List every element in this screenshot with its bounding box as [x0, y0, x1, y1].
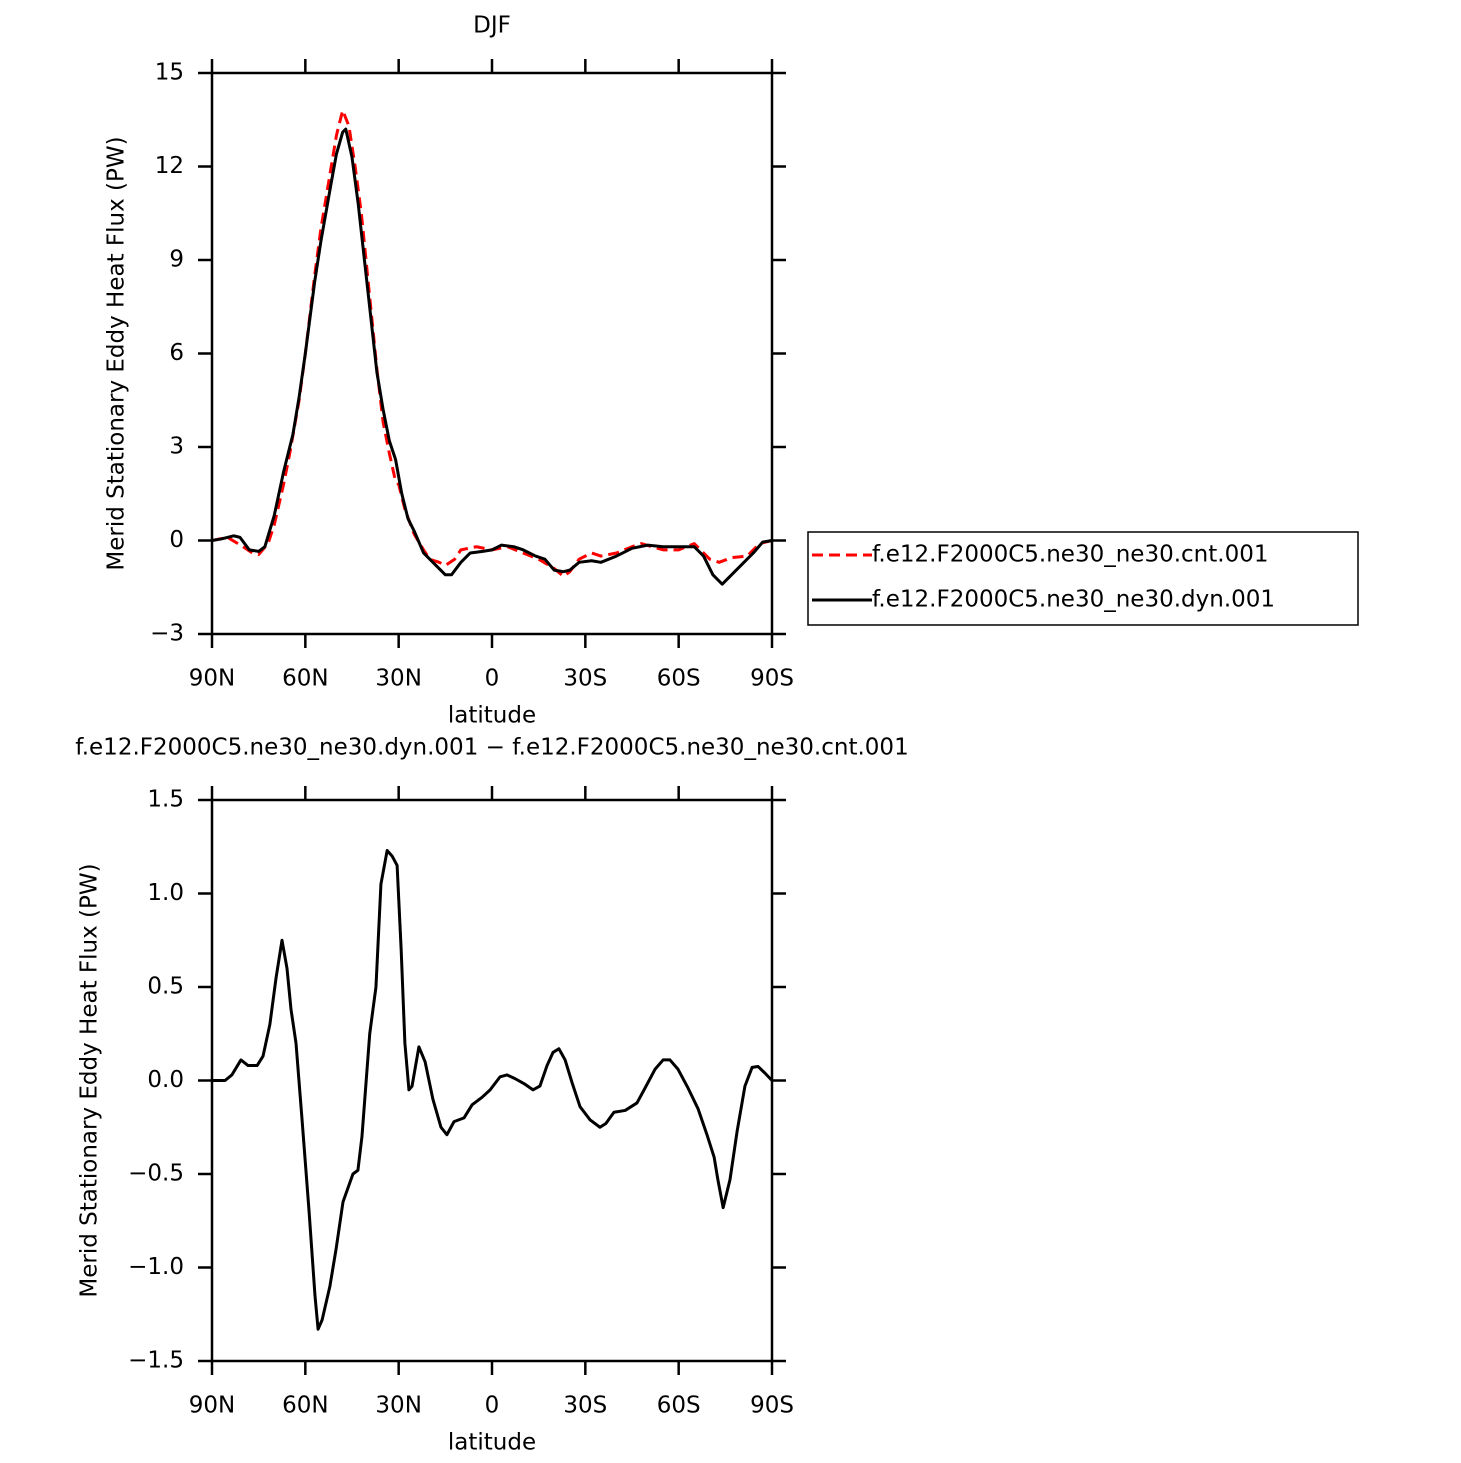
chart-title: DJF — [473, 13, 511, 39]
y-tick-label: 0 — [169, 527, 184, 553]
plot-frame — [210, 71, 774, 636]
x-tick-label: 30N — [375, 1393, 421, 1419]
x-tick-label: 60N — [282, 666, 328, 692]
legend-label: f.e12.F2000C5.ne30_ne30.cnt.001 — [872, 542, 1268, 568]
y-tick-label: 9 — [169, 247, 184, 273]
y-tick-label: −0.5 — [128, 1161, 184, 1187]
chart-title: f.e12.F2000C5.ne30_ne30.dyn.001 − f.e12.… — [75, 735, 908, 761]
data-line — [211, 127, 773, 586]
y-tick-label: 0.5 — [147, 974, 184, 1000]
x-tick-label: 90N — [189, 1393, 235, 1419]
y-tick-label: 3 — [169, 434, 184, 460]
y-axis-label: Merid Stationary Eddy Heat Flux (PW) — [77, 863, 103, 1297]
x-tick-label: 60N — [282, 1393, 328, 1419]
plot-frame — [210, 798, 774, 1363]
x-tick-label: 30S — [563, 1393, 607, 1419]
data-line — [211, 108, 773, 578]
x-tick-label: 30S — [563, 666, 607, 692]
y-tick-label: −1.0 — [128, 1254, 184, 1280]
x-tick-label: 60S — [657, 1393, 701, 1419]
x-tick-label: 90N — [189, 666, 235, 692]
y-tick-label: 0.0 — [147, 1067, 184, 1093]
x-tick-label: 30N — [375, 666, 421, 692]
x-tick-label: 90S — [750, 1393, 794, 1419]
x-tick-label: 90S — [750, 666, 794, 692]
y-tick-label: −3 — [150, 621, 184, 647]
x-axis-label: latitude — [448, 1430, 536, 1456]
legend-label: f.e12.F2000C5.ne30_ne30.dyn.001 — [872, 587, 1275, 613]
y-axis-label: Merid Stationary Eddy Heat Flux (PW) — [104, 136, 130, 570]
y-tick-label: 15 — [155, 60, 184, 86]
y-tick-label: 12 — [155, 153, 184, 179]
x-tick-label: 60S — [657, 666, 701, 692]
y-tick-label: −1.5 — [128, 1348, 184, 1374]
y-tick-label: 6 — [169, 340, 184, 366]
x-axis-label: latitude — [448, 703, 536, 729]
legend-box — [807, 531, 1359, 626]
x-tick-label: 0 — [485, 1393, 500, 1419]
data-line — [212, 848, 774, 1331]
x-tick-label: 0 — [485, 666, 500, 692]
y-tick-label: 1.0 — [147, 880, 184, 906]
y-tick-label: 1.5 — [147, 787, 184, 813]
